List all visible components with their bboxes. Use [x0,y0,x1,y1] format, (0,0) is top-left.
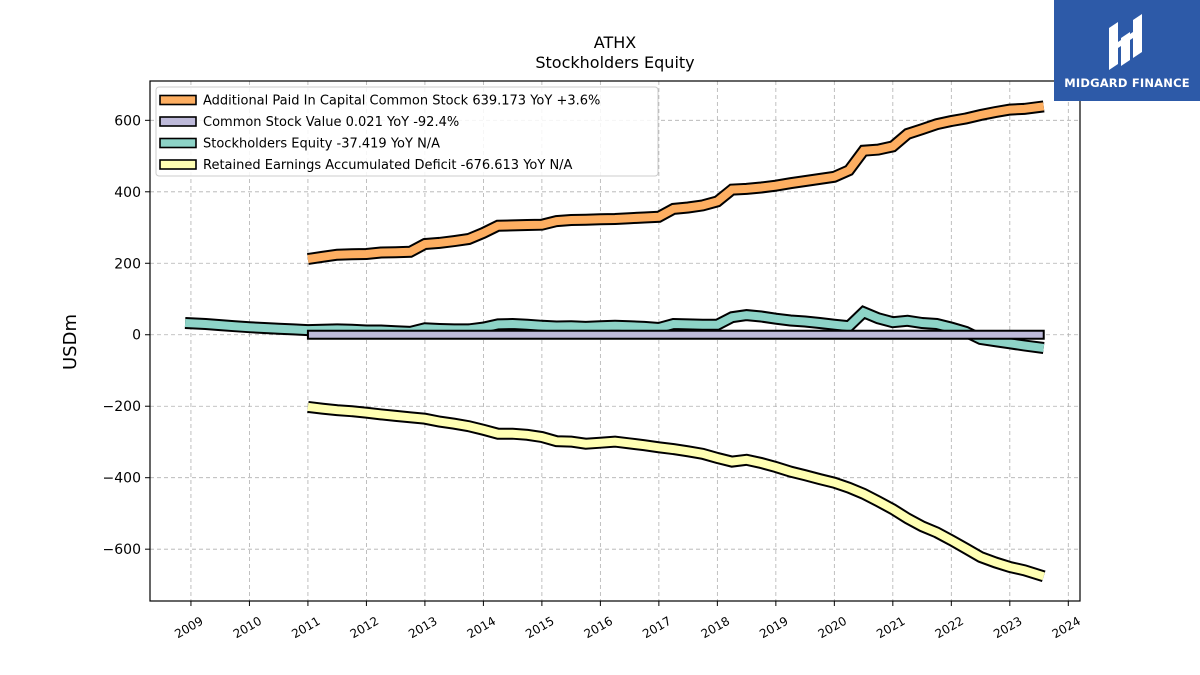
legend-swatch [159,137,197,149]
legend-label: Additional Paid In Capital Common Stock … [203,94,600,109]
x-tick-label: 2011 [289,614,322,641]
y-tick-label: 400 [114,185,141,201]
logo-mark-icon [1109,13,1142,70]
y-tick-label: −400 [103,471,141,487]
x-tick-label: 2014 [465,614,498,641]
x-tick-label: 2009 [172,614,205,641]
x-tick-label: 2010 [231,614,264,641]
legend-box [155,86,659,177]
series-common-stock-value [306,329,1045,340]
legend-label: Stockholders Equity -37.419 YoY N/A [203,137,440,152]
legend-label: Common Stock Value 0.021 YoY -92.4% [203,115,459,130]
x-tick-label: 2020 [816,614,849,641]
y-tick-label: −200 [103,399,141,415]
legend-swatch [159,116,197,127]
x-tick-label: 2024 [1050,614,1083,641]
x-tick-label: 2013 [406,614,439,641]
x-tick-label: 2018 [699,614,732,641]
legend-swatch [159,94,197,106]
x-tick-label: 2017 [640,614,673,641]
y-axis-label: USDm [60,314,81,370]
x-tick-label: 2023 [991,614,1024,641]
series-3-line [307,402,1045,581]
legend-swatch [159,159,197,170]
chart-subtitle: Stockholders Equity [535,53,694,72]
series-0-line [307,102,1045,263]
y-tick-label: 600 [114,113,141,129]
x-tick-label: 2016 [582,614,615,641]
series-3-outline [307,400,1046,583]
x-tick-label: 2019 [757,614,790,641]
legend: Additional Paid In Capital Common Stock … [155,86,659,177]
y-tick-label: 0 [132,328,141,344]
series-2-line [184,307,1045,352]
x-tick-label: 2021 [874,614,907,641]
logo-text: MIDGARD FINANCE [1064,75,1190,90]
x-tick-label: 2015 [523,614,556,641]
y-tick-label: 200 [114,256,141,272]
chart-title: ATHX [594,33,637,52]
x-tick-label: 2022 [933,614,966,641]
x-tick-label: 2012 [348,614,381,641]
plot-frame [149,80,1081,602]
legend-label: Retained Earnings Accumulated Deficit -6… [203,158,573,173]
y-tick-label: −600 [103,542,141,558]
company-logo: MIDGARD FINANCE [1054,0,1200,101]
